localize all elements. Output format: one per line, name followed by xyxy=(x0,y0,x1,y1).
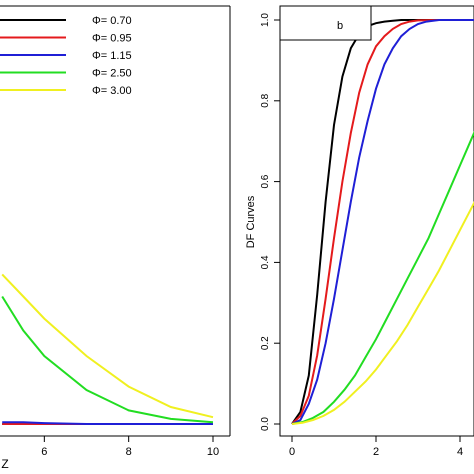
left-x-ticks: 6 8 10 xyxy=(41,436,219,458)
right-series-line-3 xyxy=(291,19,474,425)
right-series-line-4 xyxy=(291,130,474,425)
right-series-line-2 xyxy=(291,19,474,425)
legend-label-1: Φ= 0.70 xyxy=(92,15,132,27)
right-x-tick-label-1: 0 xyxy=(289,446,295,458)
left-x-axis-label: Z xyxy=(1,457,8,471)
legend-label-2: Φ= 0.95 xyxy=(92,33,132,45)
panel-label: b xyxy=(337,20,343,32)
legend-label-4: Φ= 2.50 xyxy=(92,68,132,80)
right-y-tick-label-3: 0.4 xyxy=(260,255,271,269)
legend-label-5: Φ= 3.00 xyxy=(92,85,132,97)
left-x-tick-label-2: 8 xyxy=(126,446,132,458)
left-legend: Φ= 0.70 Φ= 0.95 Φ= 1.15 Φ= 2.50 Φ= 3.00 xyxy=(0,15,132,97)
left-curves xyxy=(1,273,214,425)
left-x-tick-label-3: 10 xyxy=(207,446,219,458)
right-y-tick-label-1: 0.0 xyxy=(260,417,271,431)
right-y-ticks: 0.0 0.2 0.4 0.6 0.8 1.0 xyxy=(260,13,280,431)
right-panel: b 0 2 4 0.0 0.2 0.4 0.6 0.8 1.0 DF Curves xyxy=(245,5,474,458)
left-x-tick-label-1: 6 xyxy=(41,446,47,458)
right-x-tick-label-2: 2 xyxy=(373,446,379,458)
panel-label-box xyxy=(279,5,372,41)
right-curves xyxy=(291,19,474,425)
left-series-line-4 xyxy=(1,295,214,424)
right-y-axis-label: DF Curves xyxy=(245,195,257,248)
right-series-line-1 xyxy=(291,19,474,425)
left-series-line-3 xyxy=(2,421,213,425)
left-series-line-5 xyxy=(1,273,214,419)
right-y-tick-label-4: 0.6 xyxy=(260,174,271,188)
right-y-tick-label-6: 1.0 xyxy=(260,13,271,27)
right-y-tick-label-5: 0.8 xyxy=(260,93,271,107)
legend-label-3: Φ= 1.15 xyxy=(92,50,132,62)
right-x-tick-label-3: 4 xyxy=(457,446,463,458)
left-panel: Φ= 0.70 Φ= 0.95 Φ= 1.15 Φ= 2.50 Φ= 3.00 6 8 10… xyxy=(0,5,231,471)
right-plot-frame xyxy=(279,5,474,437)
right-y-tick-label-2: 0.2 xyxy=(260,336,271,350)
right-x-ticks: 0 2 4 xyxy=(289,436,463,458)
right-series-line-5 xyxy=(291,200,474,425)
